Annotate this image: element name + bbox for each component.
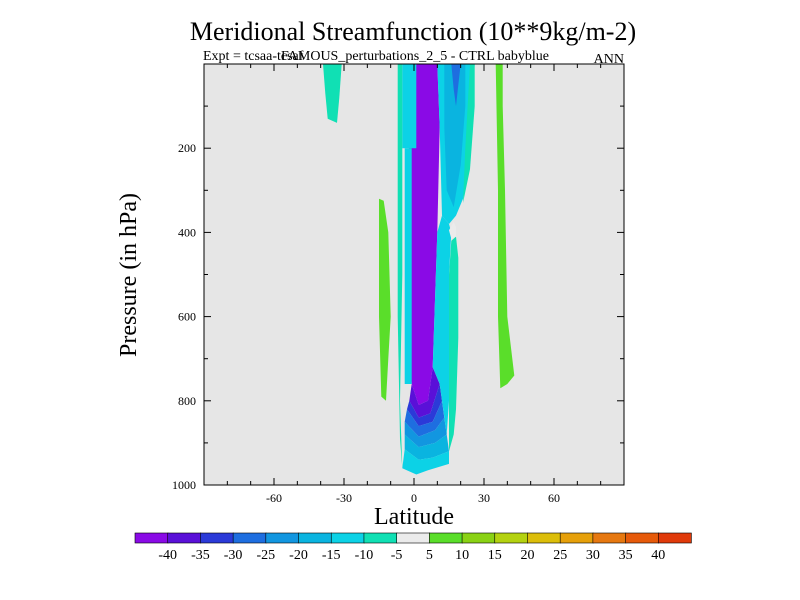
colorbar-label: -10 [355, 548, 374, 563]
colorbar-swatch [657, 532, 692, 544]
colorbar-label: -40 [158, 548, 177, 563]
colorbar-label: 40 [651, 548, 665, 563]
contour-region-ring-1 [409, 367, 440, 418]
axis-ticks [204, 64, 624, 485]
y-tick-label: 1000 [172, 478, 196, 492]
contour-region-wall-upper-left [402, 64, 417, 149]
x-axis-label: Latitude [374, 504, 454, 530]
chart-title: Meridional Streamfunction (10**9kg/m-2) [190, 17, 636, 46]
subtitle-center: FAMOUS_perturbations_2_5 - CTRL babyblue [281, 49, 549, 64]
colorbar-label: -35 [191, 548, 210, 563]
contour-region-wall-mid-left [404, 148, 412, 384]
colorbar-swatch [298, 532, 332, 544]
colorbar-label: 15 [488, 548, 502, 563]
contour-region-turq-right-upper [463, 64, 475, 203]
colorbar-label: 30 [586, 548, 600, 563]
contour-region-ring-4 [404, 417, 447, 448]
colorbar-label: -15 [322, 548, 341, 563]
colorbar-swatch [363, 532, 398, 544]
title-block: Meridional Streamfunction (10**9kg/m-2) … [190, 17, 636, 67]
colorbar-swatch [559, 532, 594, 544]
colorbar-label: -25 [256, 548, 275, 563]
y-tick-label: 600 [178, 310, 196, 324]
colorbar-label: -5 [391, 548, 403, 563]
y-tick-label: 800 [178, 394, 196, 408]
colorbar-swatch [461, 532, 496, 544]
y-tick-labels: 200 400 600 800 1000 [172, 141, 196, 492]
contour-region-ring-6 [402, 449, 449, 475]
x-tick-labels: -60 -30 0 30 60 [266, 491, 560, 505]
contour-region-min-column [407, 64, 440, 405]
subtitle-right: ANN [594, 52, 624, 67]
y-axis-label: Pressure (in hPa) [116, 193, 142, 357]
contour-region-turq-right-lower [449, 236, 459, 452]
subtitle-left: Expt = tcsaa-tcsaf [203, 49, 304, 64]
y-tick-label: 200 [178, 141, 196, 155]
colorbar-swatch [592, 532, 627, 544]
contour-region-ring-3 [404, 400, 445, 437]
contour-region-hole-white [449, 221, 456, 239]
x-tick-label: 30 [478, 491, 490, 505]
colorbar-labels: -40 -35 -30 -25 -20 -15 -10 -5 5 10 15 20 25 30 35 40 [158, 548, 665, 563]
colorbar-swatch [134, 532, 169, 544]
colorbar-label: 20 [521, 548, 535, 563]
colorbar-swatch [232, 532, 267, 544]
colorbar-label: -20 [289, 548, 308, 563]
contour-region-ring-2 [407, 384, 442, 427]
colorbar-label: -30 [224, 548, 243, 563]
x-tick-label: 60 [548, 491, 560, 505]
colorbar-swatch [396, 532, 431, 544]
contour-region-blue-core-right [451, 64, 461, 107]
colorbar-label: 10 [455, 548, 469, 563]
colorbar-label: 35 [619, 548, 633, 563]
colorbar-swatch [330, 532, 365, 544]
contour-region-green-left [379, 198, 391, 401]
colorbar-swatch [527, 532, 561, 544]
contour-region-green-right [495, 64, 515, 389]
contour-region-left-turquoise [323, 64, 342, 123]
x-tick-label: 0 [411, 491, 417, 505]
colorbar-label: 5 [426, 548, 433, 563]
colorbar-swatch [200, 532, 234, 544]
contour-fills [323, 64, 515, 475]
y-tick-label: 400 [178, 225, 196, 239]
colorbar-swatch [494, 532, 529, 544]
colorbar [134, 532, 692, 544]
x-tick-label: -30 [336, 491, 352, 505]
colorbar-swatch [429, 532, 463, 544]
colorbar-swatch [625, 532, 660, 544]
contour-region-ring-5 [404, 434, 449, 460]
colorbar-swatch [167, 532, 202, 544]
colorbar-swatch [265, 532, 300, 544]
plot-area [203, 63, 625, 486]
colorbar-label: 25 [553, 548, 567, 563]
contour-region-blue-inner-right [444, 64, 466, 208]
contour-region-cyan-right-lower [432, 215, 452, 435]
x-tick-label: -60 [266, 491, 282, 505]
contour-region-cyan-outer-left [397, 64, 403, 469]
